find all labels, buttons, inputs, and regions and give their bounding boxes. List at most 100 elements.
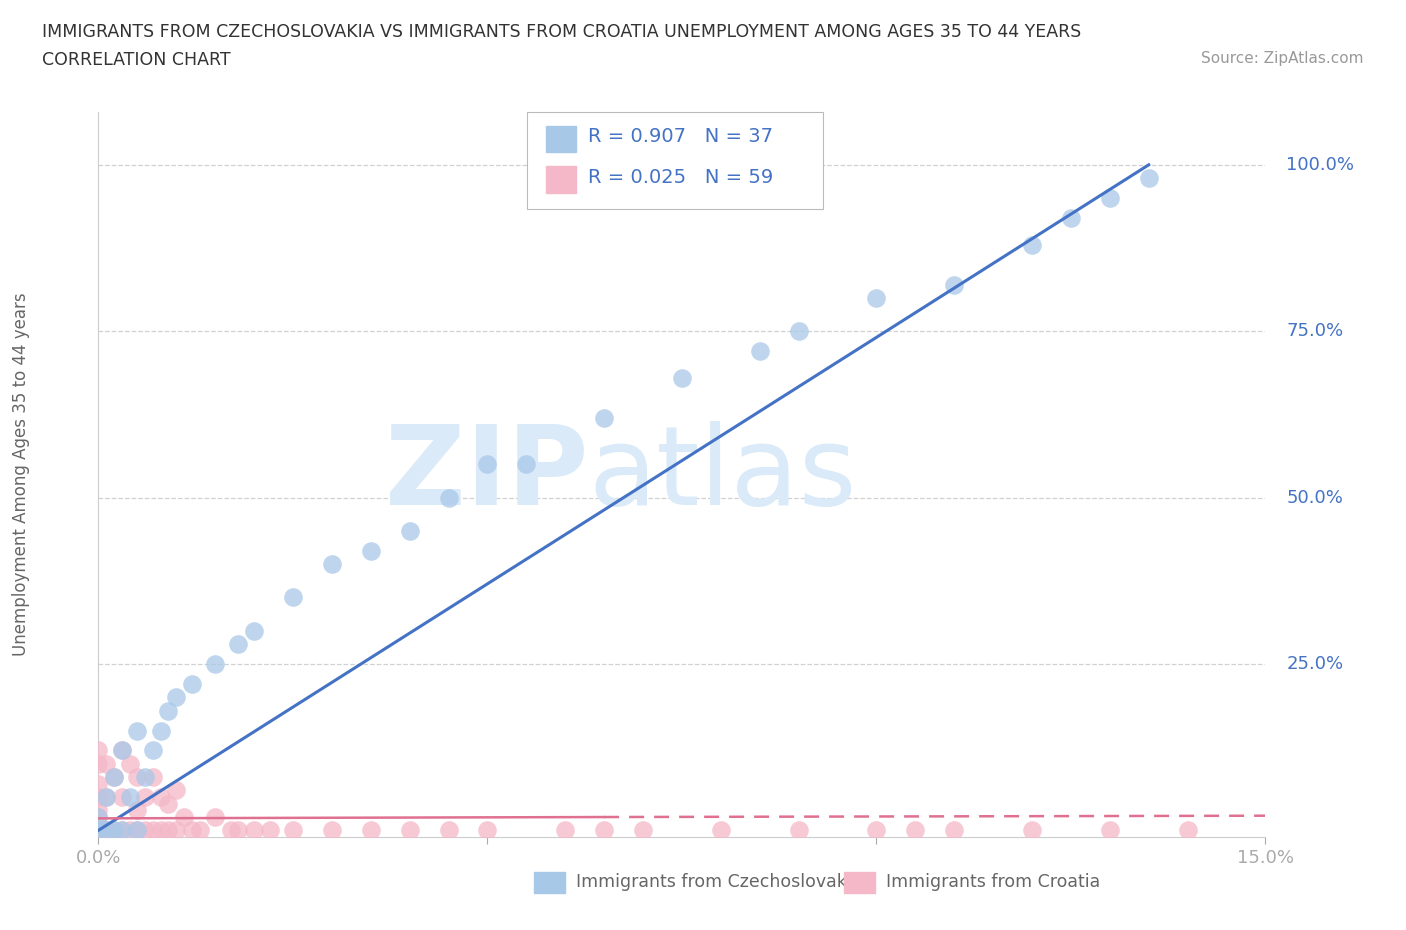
Point	[188, 823, 211, 838]
Point	[228, 636, 250, 651]
Point	[593, 823, 616, 838]
Point	[321, 823, 343, 838]
Point	[1098, 823, 1121, 838]
Point	[96, 823, 118, 838]
Point	[281, 590, 304, 604]
Point	[103, 770, 125, 785]
Point	[103, 823, 125, 838]
Point	[157, 796, 180, 811]
Point	[127, 823, 149, 838]
Point	[398, 524, 420, 538]
Point	[360, 543, 382, 558]
Text: R = 0.025   N = 59: R = 0.025 N = 59	[588, 168, 773, 187]
Point	[787, 324, 810, 339]
Point	[671, 370, 693, 385]
Point	[173, 810, 195, 825]
Point	[87, 777, 110, 791]
Point	[787, 823, 810, 838]
Point	[111, 823, 134, 838]
Point	[103, 823, 125, 838]
Point	[180, 676, 202, 691]
Text: 100.0%: 100.0%	[1286, 156, 1354, 174]
Point	[111, 790, 134, 804]
Point	[1137, 171, 1160, 186]
Text: CORRELATION CHART: CORRELATION CHART	[42, 51, 231, 69]
Point	[127, 770, 149, 785]
Point	[204, 657, 226, 671]
Point	[1060, 210, 1083, 225]
Point	[593, 410, 616, 425]
Point	[943, 823, 966, 838]
Point	[87, 823, 110, 838]
Point	[477, 457, 499, 472]
Point	[96, 756, 118, 771]
Point	[87, 823, 110, 838]
Point	[165, 690, 187, 705]
Point	[134, 790, 156, 804]
Point	[111, 823, 134, 838]
Point	[118, 790, 141, 804]
Text: 75.0%: 75.0%	[1286, 322, 1344, 340]
Point	[142, 770, 165, 785]
Point	[259, 823, 281, 838]
Point	[631, 823, 654, 838]
Text: atlas: atlas	[589, 420, 858, 528]
Point	[477, 823, 499, 838]
Point	[865, 823, 887, 838]
Point	[243, 823, 266, 838]
Point	[118, 823, 141, 838]
Point	[127, 823, 149, 838]
Point	[87, 823, 110, 838]
Text: Source: ZipAtlas.com: Source: ZipAtlas.com	[1201, 51, 1364, 66]
Point	[103, 770, 125, 785]
Point	[321, 557, 343, 572]
Point	[111, 743, 134, 758]
Point	[96, 790, 118, 804]
Text: Immigrants from Czechoslovakia: Immigrants from Czechoslovakia	[576, 872, 863, 891]
Point	[87, 823, 110, 838]
Text: R = 0.907   N = 37: R = 0.907 N = 37	[588, 127, 773, 146]
Point	[360, 823, 382, 838]
Point	[865, 290, 887, 305]
Point	[127, 724, 149, 738]
Point	[87, 823, 110, 838]
Point	[87, 790, 110, 804]
Point	[165, 783, 187, 798]
Point	[111, 743, 134, 758]
Point	[554, 823, 576, 838]
Text: 25.0%: 25.0%	[1286, 655, 1344, 673]
Point	[87, 810, 110, 825]
Point	[87, 810, 110, 825]
Text: ZIP: ZIP	[385, 420, 589, 528]
Point	[204, 810, 226, 825]
Point	[228, 823, 250, 838]
Text: Unemployment Among Ages 35 to 44 years: Unemployment Among Ages 35 to 44 years	[13, 293, 30, 656]
Point	[281, 823, 304, 838]
Point	[87, 803, 110, 817]
Point	[219, 823, 242, 838]
Point	[165, 823, 187, 838]
Point	[437, 823, 460, 838]
Text: 50.0%: 50.0%	[1286, 488, 1343, 507]
Point	[748, 344, 770, 359]
Point	[437, 490, 460, 505]
Point	[1021, 823, 1043, 838]
Text: Immigrants from Croatia: Immigrants from Croatia	[886, 872, 1099, 891]
Point	[943, 277, 966, 292]
Point	[180, 823, 202, 838]
Point	[142, 823, 165, 838]
Point	[96, 790, 118, 804]
Point	[87, 756, 110, 771]
Point	[149, 823, 172, 838]
Point	[127, 803, 149, 817]
Point	[149, 724, 172, 738]
Point	[398, 823, 420, 838]
Point	[142, 743, 165, 758]
Point	[87, 743, 110, 758]
Point	[710, 823, 733, 838]
Text: IMMIGRANTS FROM CZECHOSLOVAKIA VS IMMIGRANTS FROM CROATIA UNEMPLOYMENT AMONG AGE: IMMIGRANTS FROM CZECHOSLOVAKIA VS IMMIGR…	[42, 23, 1081, 41]
Point	[96, 823, 118, 838]
Point	[904, 823, 927, 838]
Point	[1098, 191, 1121, 206]
Point	[157, 703, 180, 718]
